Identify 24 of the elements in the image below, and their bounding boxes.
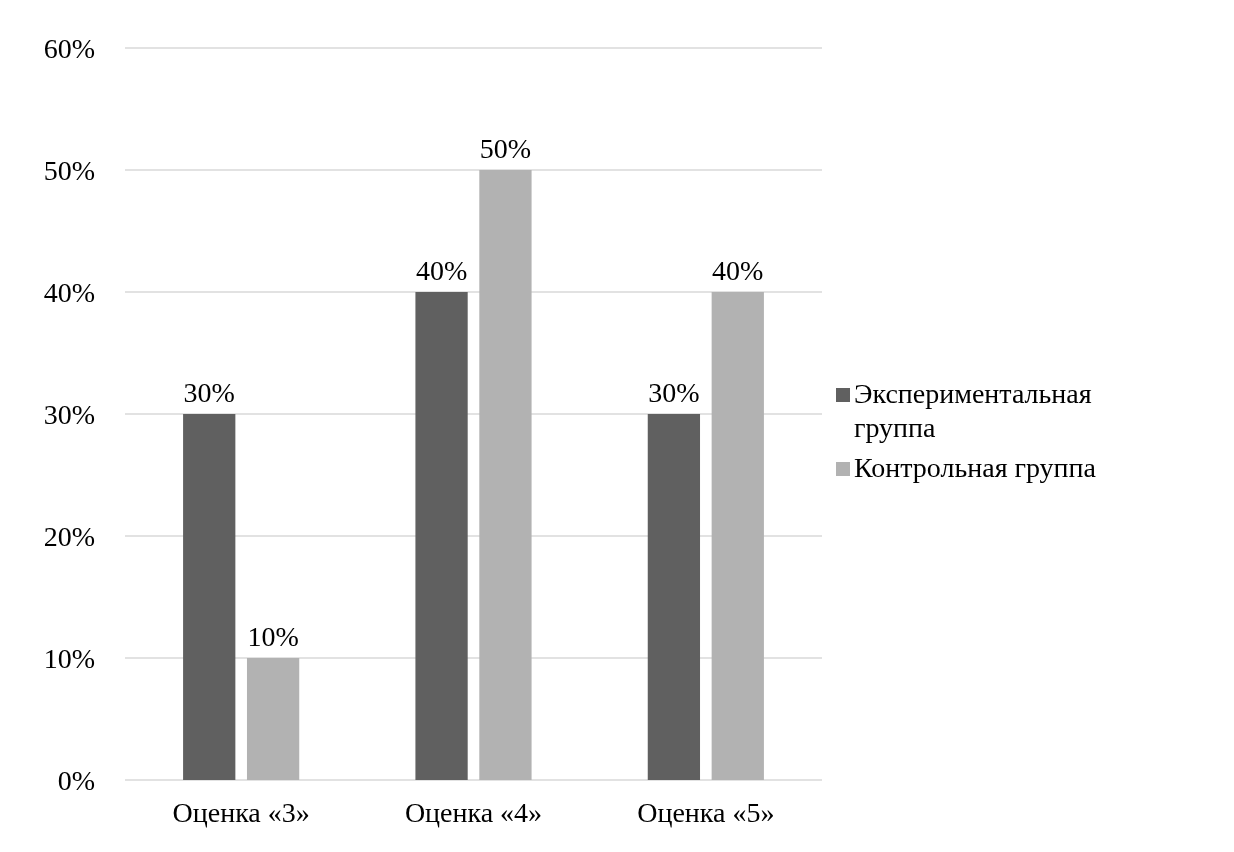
legend-label: Экспериментальная группа — [854, 378, 1092, 443]
y-tick-label: 20% — [43, 520, 95, 552]
bar — [711, 292, 764, 780]
bar — [647, 414, 701, 780]
y-tick-label: 50% — [43, 154, 95, 186]
data-label: 30% — [183, 377, 235, 408]
data-label: 30% — [648, 377, 700, 408]
x-tick-label: Оценка «3» — [172, 797, 310, 828]
y-tick-label: 30% — [43, 398, 95, 430]
legend-label: Контрольная группа — [854, 452, 1097, 483]
bar — [246, 658, 300, 780]
bar — [183, 414, 236, 780]
y-tick-label: 10% — [43, 642, 95, 674]
data-label: 50% — [479, 133, 532, 164]
data-label: 40% — [415, 255, 468, 286]
bar — [479, 170, 532, 780]
y-tick-label: 60% — [43, 32, 95, 64]
bar — [415, 292, 468, 780]
y-tick-label: 40% — [43, 276, 95, 308]
x-tick-label: Оценка «5» — [637, 797, 775, 828]
data-label: 40% — [712, 255, 764, 286]
y-tick-label: 0% — [57, 764, 95, 796]
x-tick-label: Оценка «4» — [404, 797, 543, 828]
data-label: 10% — [247, 621, 299, 652]
